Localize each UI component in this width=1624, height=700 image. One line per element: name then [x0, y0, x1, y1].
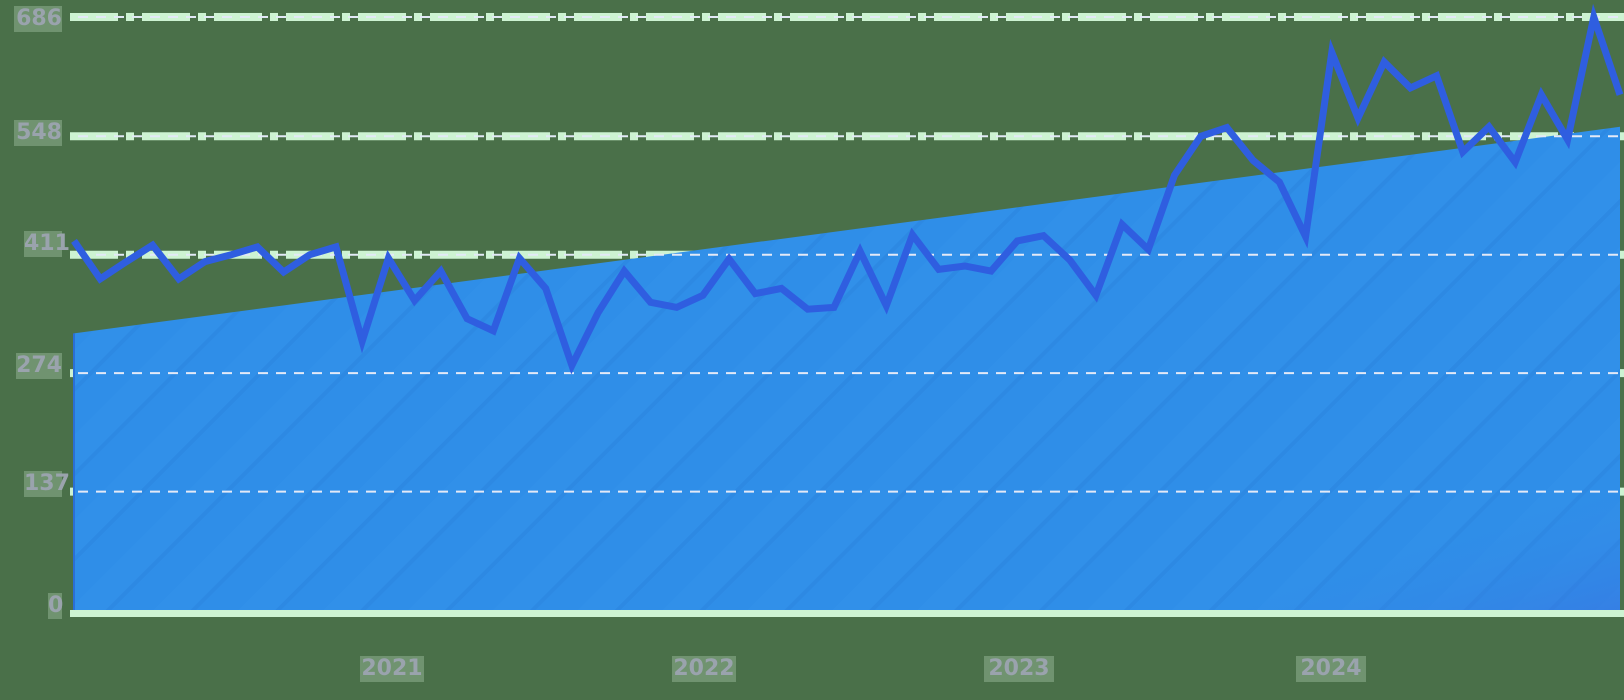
- trend-area: [73, 126, 1620, 610]
- x-tick-label: 2024: [1296, 656, 1366, 682]
- y-tick-label: 686: [14, 6, 62, 32]
- x-tick-label: 2023: [984, 656, 1054, 682]
- x-axis-band: [70, 610, 1624, 617]
- x-axis-line: [70, 610, 1624, 617]
- y-tick-label: 411: [24, 231, 70, 257]
- x-tick-label: 2021: [360, 656, 424, 682]
- y-tick-label: 0: [48, 593, 64, 619]
- y-tick-label: 137: [24, 471, 70, 497]
- y-tick-label: 548: [14, 120, 62, 146]
- area-shade: [74, 126, 1620, 610]
- y-tick-label: 274: [16, 353, 62, 379]
- x-tick-label: 2022: [672, 656, 736, 682]
- value-line: [71, 3, 1624, 375]
- series-line: [71, 3, 1624, 375]
